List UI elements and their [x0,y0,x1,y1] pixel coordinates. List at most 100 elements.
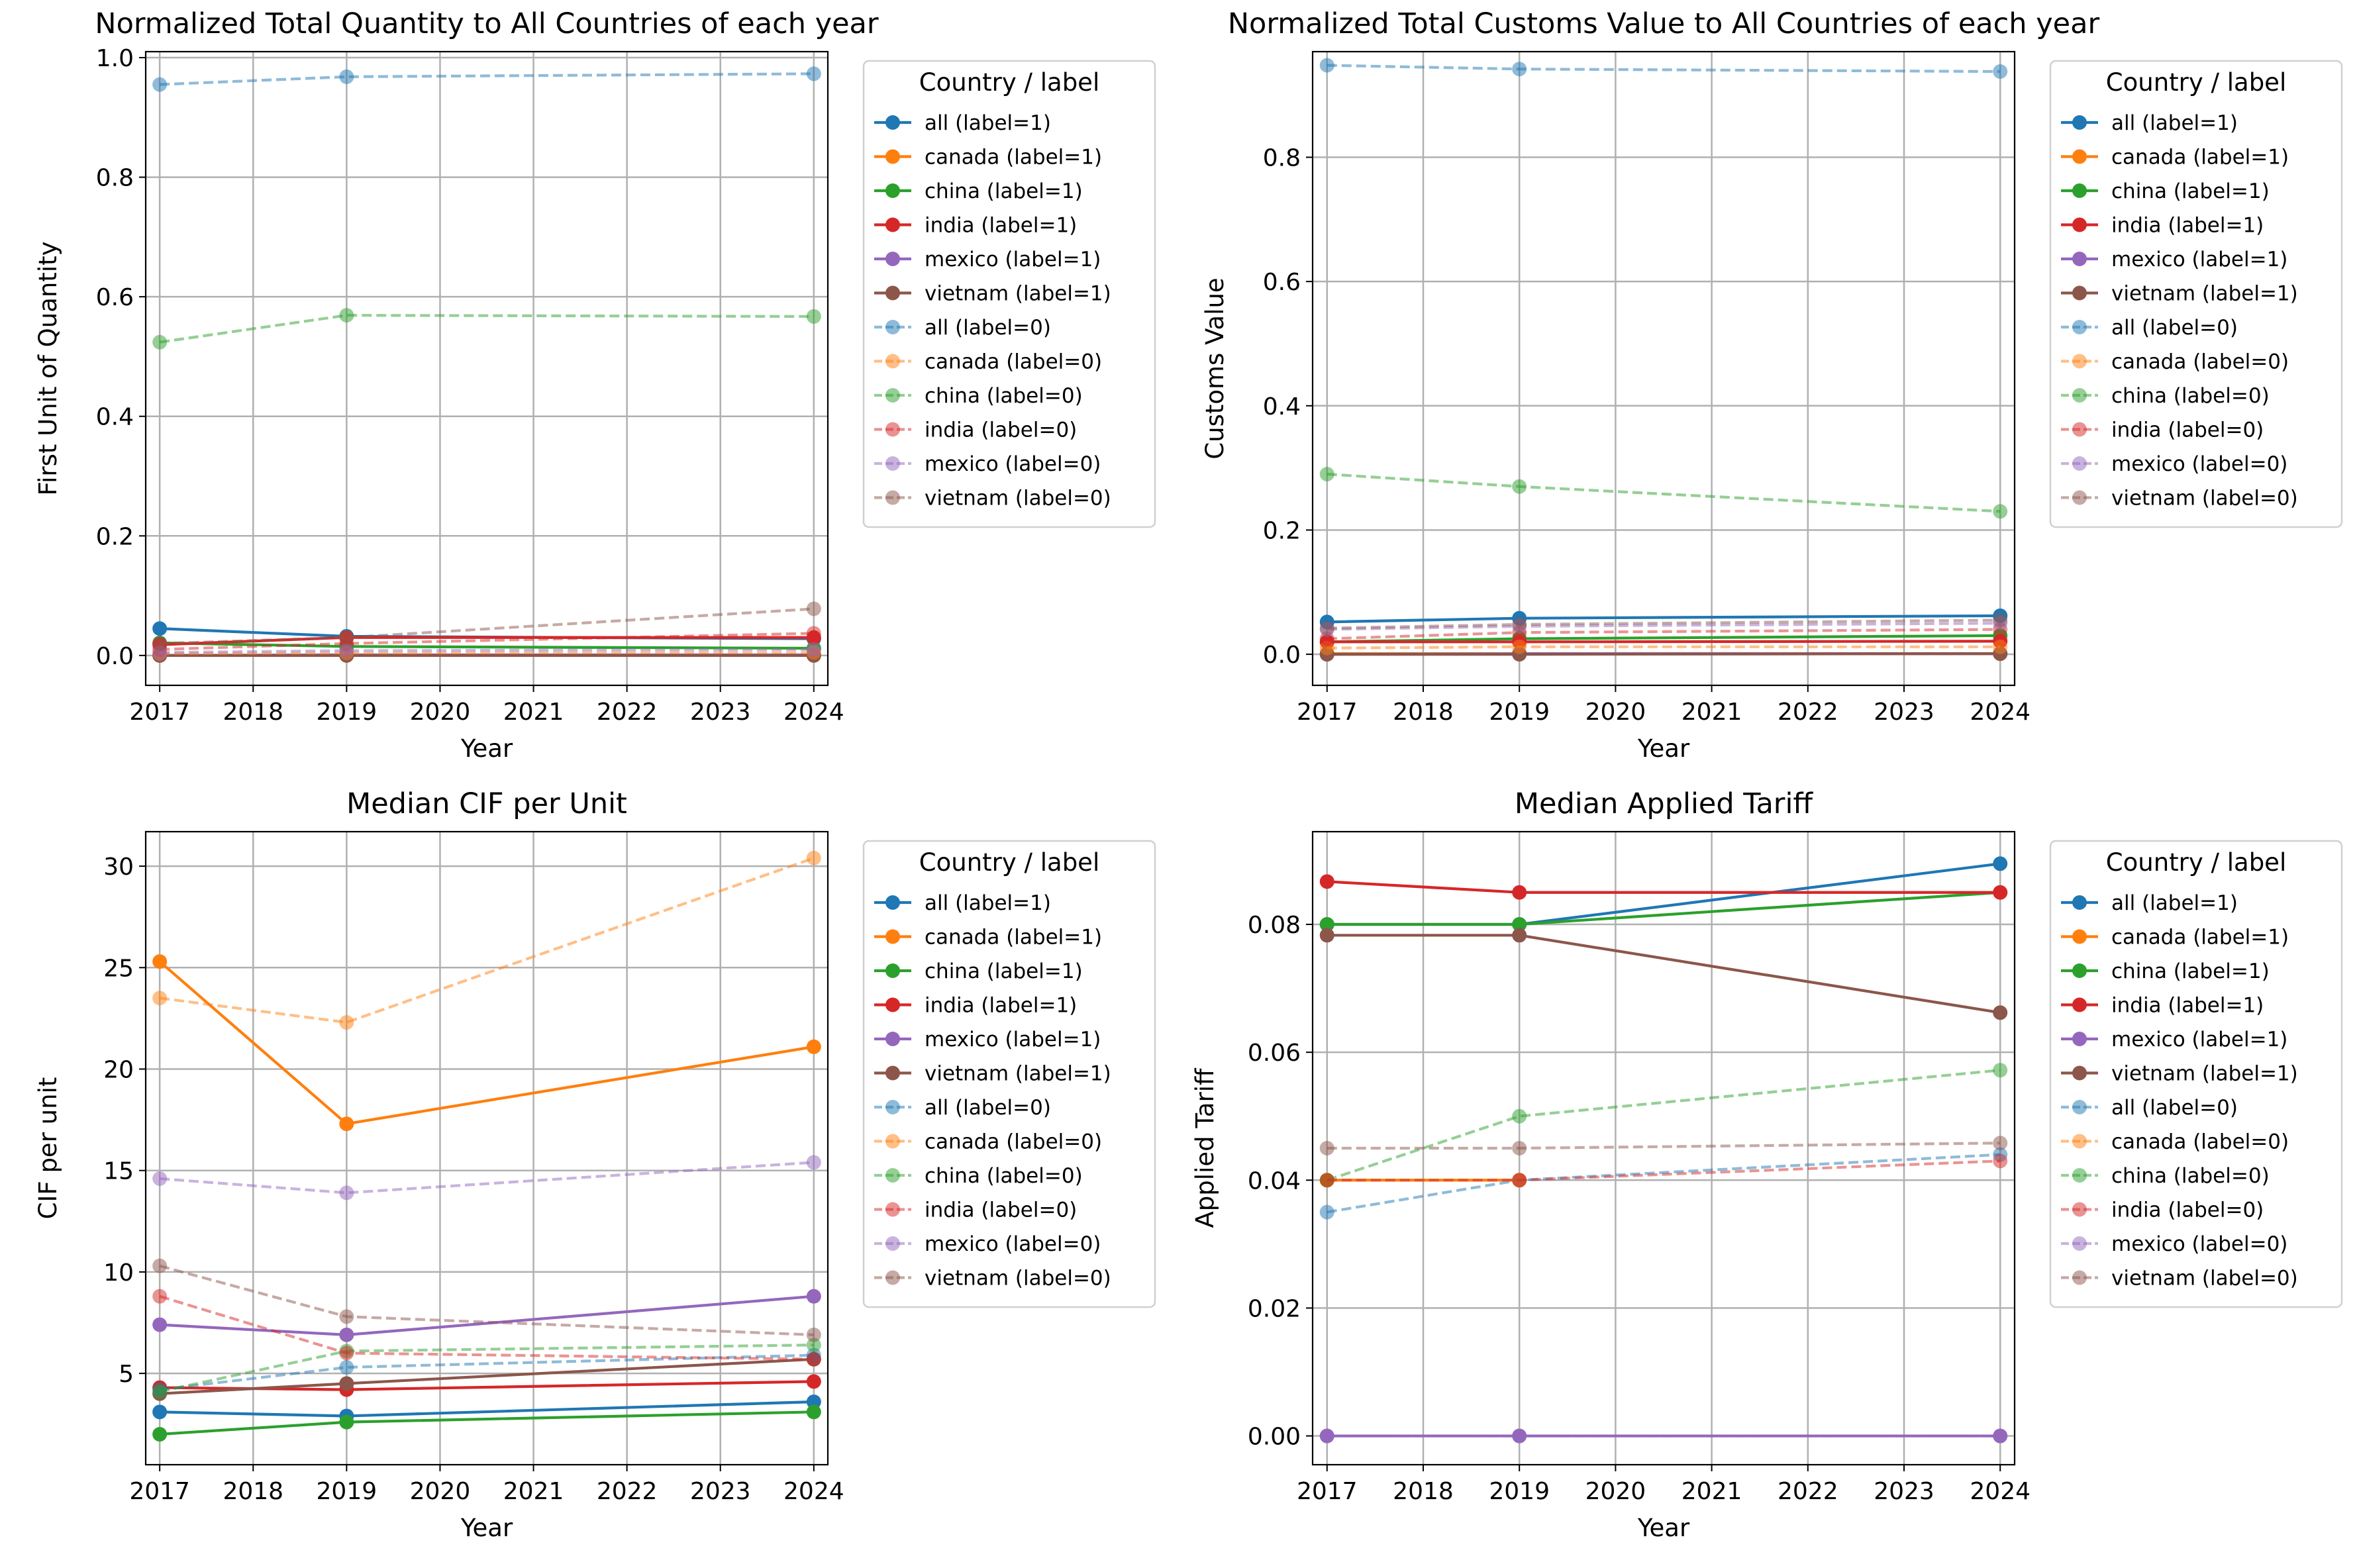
chart-panel-2: 2017 2018 2019 2020 2021 2022 2023 2024 0.0 0.2 0.… [1201,7,2343,763]
x-tick-label: 2020 [410,699,471,726]
series-line-10 [1327,1159,2001,1182]
data-point [152,1427,168,1442]
x-tick-label: 2021 [503,699,564,726]
legend-label: all (label=0) [925,1096,1051,1120]
data-point [806,1327,821,1342]
data-point [1319,874,1334,889]
x-tick-label: 2019 [317,1478,377,1505]
data-point [1319,467,1334,481]
x-tick-label: 2022 [597,1478,658,1505]
legend-item: india (label=1) [874,214,1077,238]
series-line-8 [160,651,814,656]
legend-label: china (label=0) [925,1164,1083,1188]
data-point [1993,504,2008,519]
x-tick-label: 2022 [597,699,658,726]
legend-item: china (label=0) [874,1164,1083,1188]
chart-panel-1: 2017 2018 2019 2020 2021 2022 2023 2024 0.0 0.2 0.… [34,7,1156,763]
legend-label: all (label=1) [925,891,1051,915]
legend-marker [2072,320,2087,334]
legend-marker [885,149,900,164]
data-point [1993,1428,2008,1444]
legend-label: mexico (label=0) [925,452,1101,476]
data-point [1993,64,2008,79]
data-point [1512,1173,1527,1188]
data-point [1993,856,2008,871]
y-tick-label: 10 [103,1259,134,1287]
data-point [152,954,168,969]
legend-item: india (label=0) [874,1199,1077,1222]
x-tick-label: 2020 [1585,699,1646,726]
y-tick-label: 0.08 [1248,912,1301,939]
y-tick-label: 0.00 [1248,1424,1301,1451]
series-line-5 [160,1295,815,1336]
data-point [152,621,168,636]
data-point [1993,1063,2008,1078]
data-point [1512,62,1527,77]
x-axis-label: Year [1637,1514,1690,1542]
y-axis-label: First Unit of Quantity [34,241,62,495]
legend-item: mexico (label=1) [2061,1028,2287,1052]
y-tick-label: 0.02 [1248,1295,1301,1322]
data-point [339,630,354,645]
x-tick-label: 2019 [1489,1478,1550,1505]
series-line-7 [1327,64,2001,74]
y-tick-label: 0.4 [96,404,134,431]
data-point [806,309,821,324]
series-line-9 [1327,472,2001,513]
x-tick-label: 2018 [223,1478,283,1505]
x-tick-label: 2019 [317,699,377,726]
grid-lines [146,832,828,1465]
legend-marker [2072,354,2087,369]
series-line-7 [160,72,814,86]
y-tick-label: 0.04 [1248,1167,1301,1195]
data-point [152,77,168,92]
legend-marker [2072,997,2087,1012]
x-tick-label: 2023 [1874,699,1934,726]
data-point [806,1155,821,1170]
legend-marker [2072,149,2087,164]
legend-marker [2072,1134,2087,1149]
y-tick-label: 25 [103,955,134,982]
legend-title: Country / label [919,68,1099,97]
chart-title: Median CIF per Unit [346,787,627,820]
series-line-9 [159,1344,814,1393]
y-tick-label: 15 [103,1158,134,1185]
legend-label: canada (label=1) [925,926,1102,950]
axes-frame [144,830,829,1466]
y-tick-label: 0.06 [1248,1040,1301,1067]
legend-label: china (label=0) [2111,1164,2270,1188]
x-tick-label: 2021 [503,1478,564,1505]
x-tick-label: 2022 [1778,1478,1838,1505]
legend-marker [885,1168,900,1183]
legend-marker [2072,285,2087,301]
legend-label: china (label=1) [2111,179,2270,203]
data-point [339,1359,354,1375]
data-point [152,1258,168,1273]
y-tick-label: 0.6 [96,284,134,311]
legend-item: vietnam (label=1) [2061,1062,2298,1086]
legend-item: vietnam (label=1) [874,282,1111,306]
legend-label: all (label=1) [2111,111,2238,135]
data-point [806,626,821,641]
data-point [1319,1204,1334,1220]
legend-item: mexico (label=0) [874,1232,1101,1256]
legend-item: vietnam (label=0) [2061,487,2298,511]
legend-marker [2072,490,2087,505]
legend-marker [2072,1168,2087,1183]
legend-label: china (label=1) [925,179,1083,203]
legend-label: india (label=1) [2111,214,2264,238]
y-tick-label: 0.8 [1263,145,1301,172]
data-point [1319,58,1334,73]
series-line-8 [159,856,815,1024]
data-point [339,1185,354,1200]
legend-marker [2072,895,2087,910]
legend-item: canada (label=1) [2061,926,2289,950]
data-point [152,1317,168,1332]
legend-item: india (label=0) [2061,418,2264,442]
legend-item: china (label=0) [2061,384,2270,408]
legend-label: all (label=0) [2111,316,2238,340]
data-point [339,1376,354,1391]
series-line-6 [1327,934,2001,1014]
y-tick-label: 0.0 [96,643,134,670]
